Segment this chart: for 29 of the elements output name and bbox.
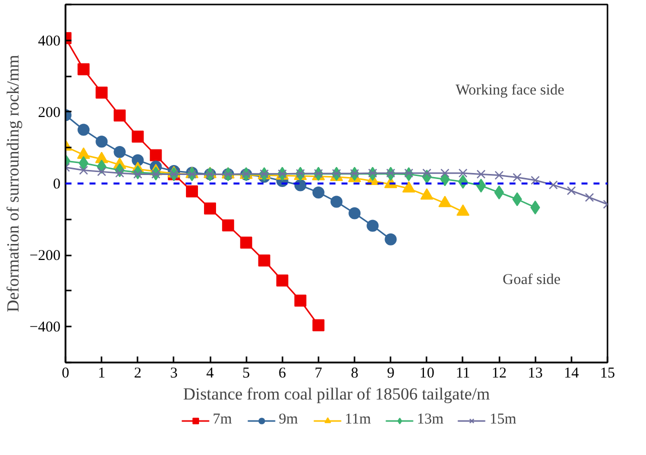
legend-label: 9m (278, 412, 299, 428)
y-tick-label: 200 (38, 104, 60, 121)
x-tick-label: 2 (134, 366, 142, 382)
legend-label: 15m (490, 412, 516, 428)
x-tick-label: 12 (492, 366, 507, 382)
x-tick-label: 9 (386, 366, 394, 382)
y-axis-title: Deformation of surrounding rock/mm (4, 54, 23, 312)
legend-label: 7m (212, 412, 233, 428)
annotation: Goaf side (502, 272, 561, 288)
y-tick-label: 0 (53, 176, 60, 192)
x-tick-label: 6 (278, 366, 287, 382)
x-tick-label: 5 (242, 366, 250, 382)
x-tick-label: 11 (456, 366, 470, 382)
y-tick-label: −400 (30, 320, 61, 336)
x-tick-label: 7 (314, 366, 323, 382)
legend-label: 11m (344, 412, 371, 428)
x-tick-label: 1 (98, 366, 106, 382)
x-tick-label: 3 (170, 366, 178, 382)
x-tick-label: 14 (564, 366, 580, 382)
x-tick-label: 4 (206, 366, 214, 382)
y-tick-label: 400 (38, 33, 60, 50)
annotation: Working face side (456, 82, 565, 98)
x-tick-label: 15 (600, 366, 615, 382)
x-tick-label: 10 (419, 366, 434, 382)
x-tick-label: 8 (350, 366, 358, 382)
x-axis-title: Distance from coal pillar of 18506 tailgate/m (183, 384, 490, 404)
legend-label: 13m (416, 412, 444, 428)
x-tick-label: 13 (528, 366, 543, 382)
y-tick-label: −200 (30, 248, 61, 264)
